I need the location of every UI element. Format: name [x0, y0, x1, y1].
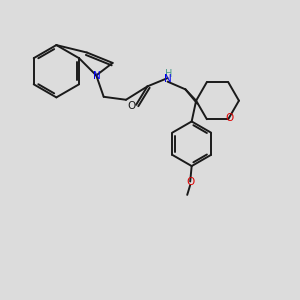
Text: N: N [164, 74, 172, 84]
Text: O: O [186, 177, 194, 187]
Text: N: N [93, 71, 101, 81]
Text: H: H [164, 69, 172, 79]
Text: O: O [127, 101, 136, 111]
Text: O: O [225, 113, 233, 123]
